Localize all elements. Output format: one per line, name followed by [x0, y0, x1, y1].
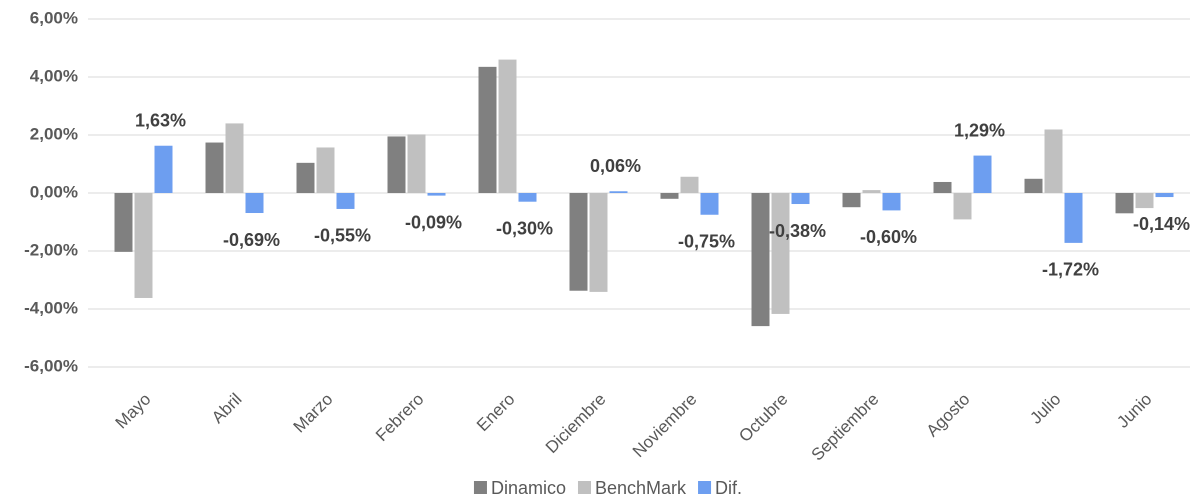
bar	[407, 134, 426, 193]
data-label: -0,55%	[314, 226, 371, 246]
bar	[478, 66, 497, 193]
data-label: -1,72%	[1042, 260, 1099, 280]
x-tick-label: Enero	[473, 390, 519, 436]
x-tick-label: Octubre	[735, 390, 791, 446]
y-tick-label: -2,00%	[24, 240, 78, 259]
data-label: -0,14%	[1133, 214, 1190, 234]
legend-swatch	[473, 481, 487, 494]
bar	[660, 193, 679, 199]
legend-label: Dinamico	[491, 478, 566, 498]
bar	[134, 193, 153, 298]
bar	[316, 147, 335, 193]
data-label: 1,63%	[135, 110, 186, 130]
data-label: -0,30%	[496, 218, 553, 238]
x-tick-label: Abril	[208, 390, 245, 427]
bar	[953, 193, 972, 220]
data-label: 1,29%	[954, 120, 1005, 140]
data-label: -0,09%	[405, 212, 462, 232]
data-label: -0,38%	[769, 221, 826, 241]
bar	[1115, 193, 1134, 214]
y-tick-label: 0,00%	[30, 182, 78, 201]
bar	[1064, 193, 1083, 243]
bar	[296, 162, 315, 193]
y-tick-label: -6,00%	[24, 356, 78, 375]
data-label: -0,69%	[223, 230, 280, 250]
bar	[245, 193, 264, 214]
y-tick-label: 2,00%	[30, 124, 78, 143]
x-tick-label: Diciembre	[542, 390, 610, 458]
bar	[154, 145, 173, 193]
bar	[427, 193, 446, 196]
bar	[1044, 129, 1063, 193]
x-tick-label: Marzo	[290, 390, 337, 437]
bar	[771, 193, 790, 314]
bar	[933, 181, 952, 193]
bar	[609, 191, 628, 193]
data-label: -0,75%	[678, 232, 735, 252]
bar	[862, 190, 881, 193]
bar	[1024, 178, 1043, 193]
y-tick-label: 4,00%	[30, 66, 78, 85]
bar	[1155, 193, 1174, 198]
bar	[336, 193, 355, 209]
data-label: -0,60%	[860, 227, 917, 247]
bar	[791, 193, 810, 205]
x-tick-label: Noviembre	[629, 390, 701, 462]
x-tick-label: Mayo	[112, 390, 155, 433]
bar	[498, 59, 517, 193]
bar	[114, 193, 133, 252]
bar	[205, 142, 224, 193]
x-tick-label: Septiembre	[808, 390, 883, 465]
bar	[1135, 193, 1154, 209]
bar	[751, 193, 770, 327]
data-label: 0,06%	[590, 156, 641, 176]
legend-swatch	[698, 481, 712, 494]
legend-label: BenchMark	[595, 478, 687, 498]
bar	[680, 176, 699, 193]
bar	[842, 193, 861, 208]
bar	[518, 193, 537, 202]
x-tick-label: Julio	[1026, 390, 1064, 428]
bar	[569, 193, 588, 291]
bar	[882, 193, 901, 211]
x-tick-label: Junio	[1113, 390, 1155, 432]
y-tick-label: -4,00%	[24, 298, 78, 317]
bar	[589, 193, 608, 292]
bar	[225, 123, 244, 193]
bar	[700, 193, 719, 215]
legend-label: Dif.	[715, 478, 742, 498]
y-tick-label: 6,00%	[30, 8, 78, 27]
x-tick-label: Febrero	[372, 390, 428, 446]
bar	[973, 155, 992, 193]
legend-swatch	[577, 481, 591, 494]
bar	[387, 136, 406, 193]
x-tick-label: Agosto	[923, 390, 974, 441]
